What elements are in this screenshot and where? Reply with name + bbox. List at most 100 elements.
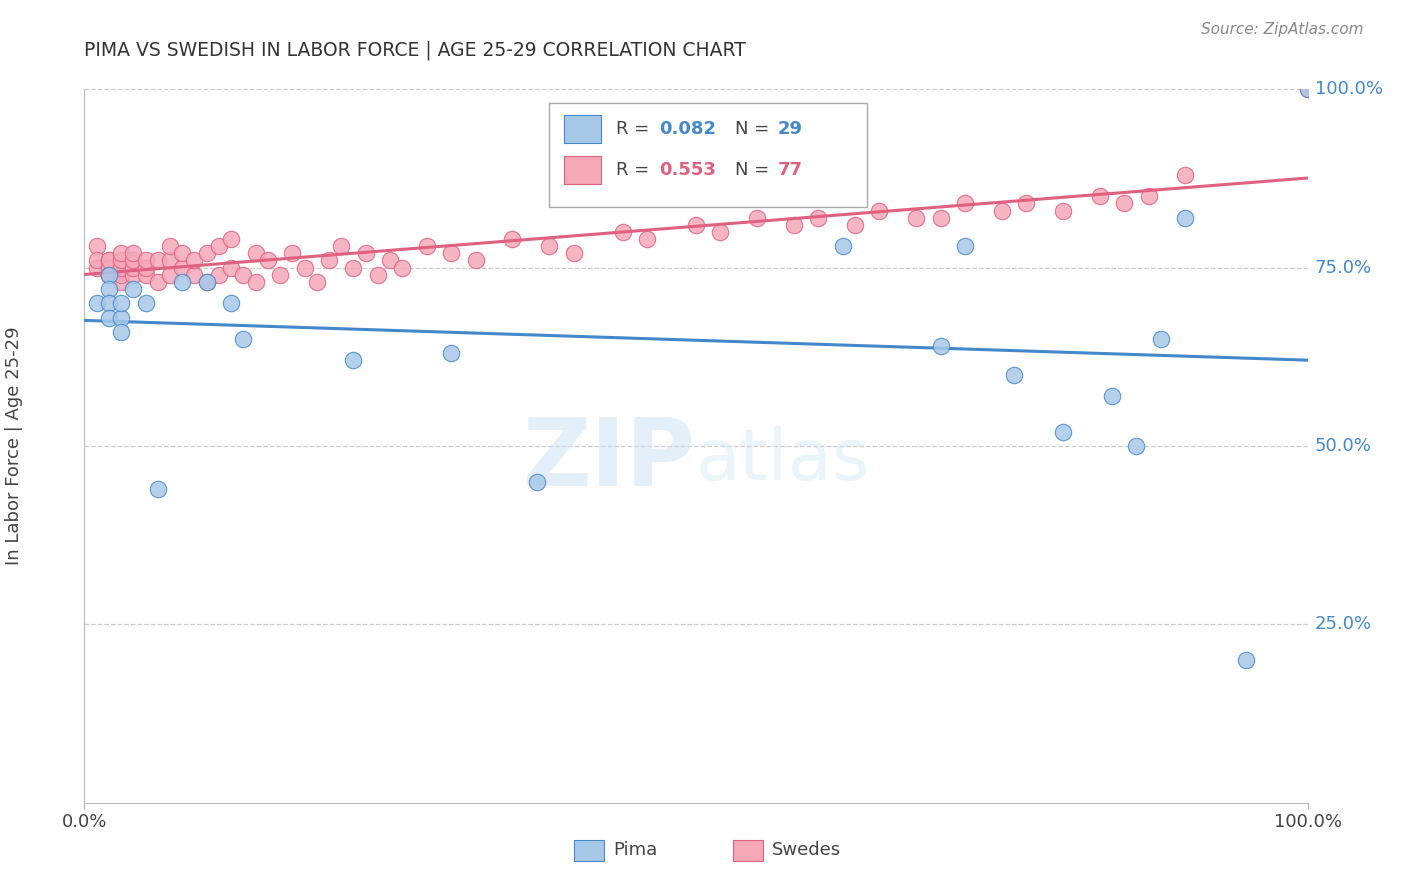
Point (1125, 439, 1147, 453)
Point (183, 253, 205, 268)
Point (110, 253, 132, 268)
Point (122, 253, 145, 268)
Text: PIMA VS SWEDISH IN LABOR FORCE | AGE 25-29 CORRELATION CHART: PIMA VS SWEDISH IN LABOR FORCE | AGE 25-… (84, 40, 747, 60)
Point (526, 475, 548, 489)
Point (709, 225, 731, 239)
Point (86, 239, 108, 253)
Text: R =: R = (616, 120, 655, 138)
Point (807, 211, 830, 225)
Point (159, 253, 181, 268)
Point (122, 246, 145, 260)
Point (110, 296, 132, 310)
Point (1174, 211, 1197, 225)
Point (1052, 425, 1074, 439)
Text: 0.082: 0.082 (659, 120, 716, 138)
Point (869, 203, 891, 218)
Point (747, 211, 769, 225)
Text: 0.553: 0.553 (659, 161, 716, 178)
Point (208, 268, 231, 282)
Point (122, 260, 145, 275)
Point (110, 260, 132, 275)
Point (783, 218, 806, 232)
Point (905, 211, 928, 225)
Text: Swedes: Swedes (772, 841, 841, 859)
Point (844, 218, 866, 232)
Point (195, 275, 218, 289)
Point (110, 268, 132, 282)
Text: 25.0%: 25.0% (1315, 615, 1372, 633)
Point (281, 246, 304, 260)
Point (391, 260, 413, 275)
FancyBboxPatch shape (733, 840, 763, 862)
Point (464, 253, 486, 268)
Point (110, 275, 132, 289)
Point (97, 260, 120, 275)
Point (146, 482, 169, 496)
Point (135, 260, 157, 275)
FancyBboxPatch shape (550, 103, 868, 207)
Point (172, 275, 194, 289)
Point (1002, 368, 1025, 382)
Text: N =: N = (735, 120, 775, 138)
Point (612, 225, 634, 239)
Point (305, 275, 328, 289)
Point (330, 239, 353, 253)
Point (86, 253, 108, 268)
Point (245, 246, 267, 260)
Text: 75.0%: 75.0% (1315, 259, 1372, 277)
Point (195, 275, 218, 289)
Point (110, 325, 132, 339)
Text: Source: ZipAtlas.com: Source: ZipAtlas.com (1201, 22, 1364, 37)
Point (318, 253, 340, 268)
Point (953, 239, 976, 253)
Point (1296, 82, 1319, 96)
Point (501, 232, 523, 246)
Point (636, 232, 658, 246)
Point (159, 268, 181, 282)
Point (1174, 168, 1197, 182)
Text: atlas: atlas (696, 425, 870, 495)
Point (929, 339, 952, 353)
Point (1150, 332, 1173, 346)
Point (97, 268, 120, 282)
Point (97, 310, 120, 325)
Point (1137, 189, 1160, 203)
Point (538, 239, 561, 253)
Text: R =: R = (616, 161, 655, 178)
Point (135, 253, 157, 268)
Point (97, 260, 120, 275)
Point (232, 332, 254, 346)
Point (1101, 389, 1123, 403)
Point (97, 282, 120, 296)
FancyBboxPatch shape (564, 115, 600, 144)
Point (1015, 196, 1038, 211)
Point (97, 253, 120, 268)
Point (219, 260, 242, 275)
Point (990, 203, 1012, 218)
Point (354, 246, 377, 260)
Point (294, 260, 316, 275)
Point (831, 239, 853, 253)
FancyBboxPatch shape (574, 840, 605, 862)
Point (367, 268, 389, 282)
Text: 50.0%: 50.0% (1315, 437, 1371, 455)
Point (416, 239, 439, 253)
Text: Pima: Pima (613, 841, 657, 859)
Point (122, 268, 145, 282)
Point (232, 268, 254, 282)
Point (219, 232, 242, 246)
Point (1234, 653, 1257, 667)
Text: In Labor Force | Age 25-29: In Labor Force | Age 25-29 (6, 326, 22, 566)
Point (257, 253, 280, 268)
Point (110, 246, 132, 260)
Point (97, 253, 120, 268)
Text: 29: 29 (778, 120, 803, 138)
Point (172, 260, 194, 275)
Point (1296, 82, 1319, 96)
Point (110, 310, 132, 325)
Point (97, 296, 120, 310)
Point (86, 260, 108, 275)
Point (245, 275, 267, 289)
Point (1114, 196, 1136, 211)
Point (146, 253, 169, 268)
